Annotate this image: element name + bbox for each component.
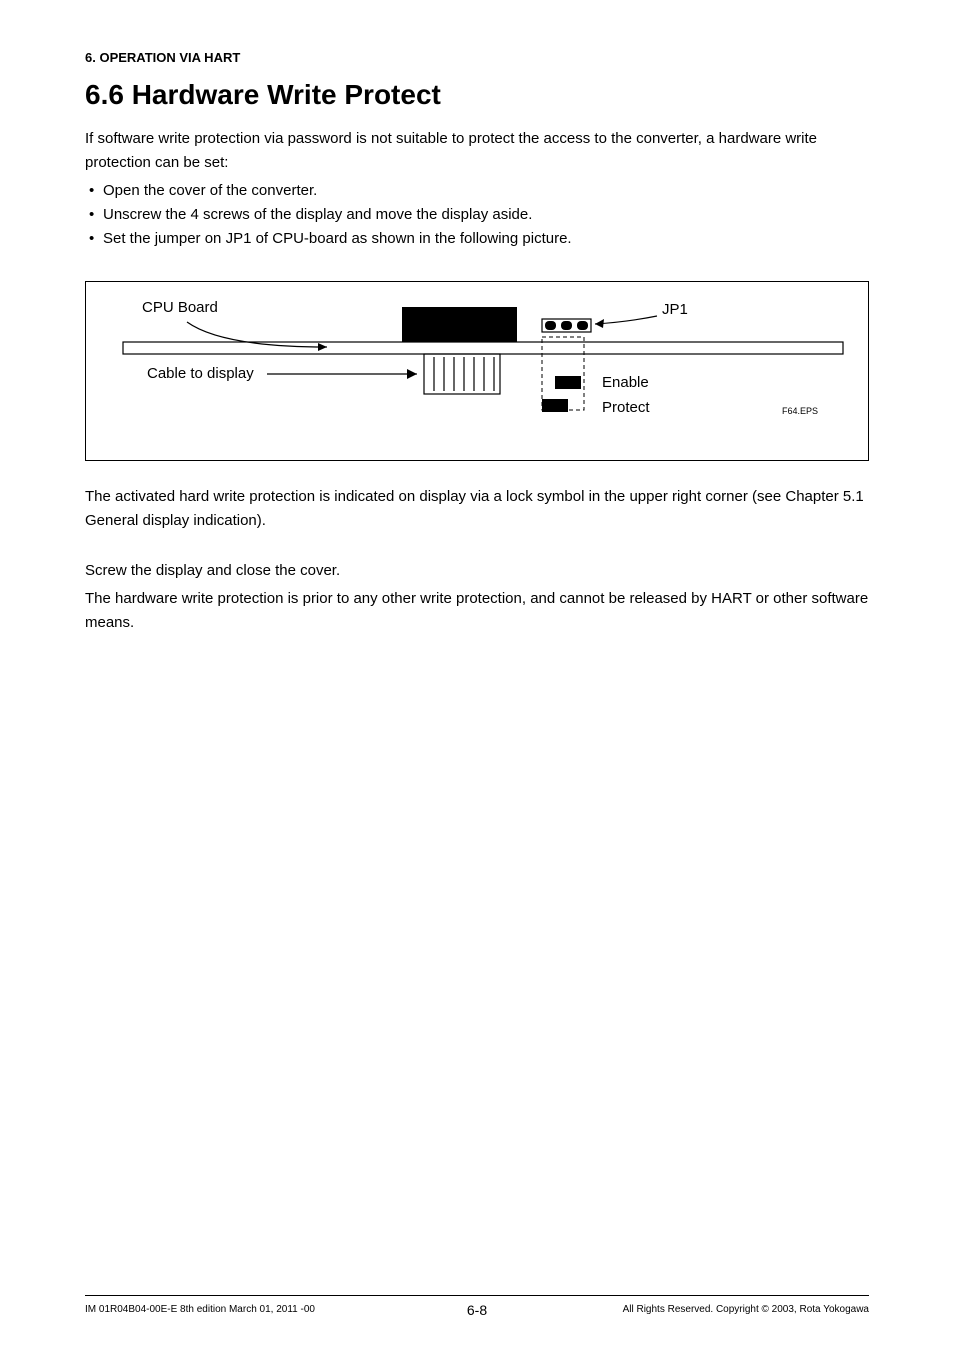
jp1-label: JP1 <box>662 301 688 318</box>
after-paragraph-3: The hardware write protection is prior t… <box>85 587 869 635</box>
page-footer: IM 01R04B04-00E-E 8th edition March 01, … <box>85 1295 869 1315</box>
intro-paragraph: If software write protection via passwor… <box>85 127 869 175</box>
footer-right: All Rights Reserved. Copyright © 2003, R… <box>623 1304 869 1315</box>
figure-code: F64.EPS <box>782 406 818 416</box>
cable-label: Cable to display <box>147 365 254 382</box>
cpu-lead-arrowhead <box>318 343 327 351</box>
diagram-svg: CPU Board JP1 <box>86 282 868 460</box>
board-outline <box>123 342 843 354</box>
enable-label: Enable <box>602 374 649 391</box>
connector-block <box>424 354 500 394</box>
jumper-pins <box>542 319 591 332</box>
cpu-board-diagram: CPU Board JP1 <box>85 281 869 461</box>
cpu-lead-line <box>187 322 327 347</box>
footer-page-number: 6-8 <box>467 1302 487 1318</box>
chip-block <box>402 307 517 342</box>
protect-jumper <box>542 399 568 412</box>
after-paragraph-2: Screw the display and close the cover. <box>85 559 869 583</box>
footer-left: IM 01R04B04-00E-E 8th edition March 01, … <box>85 1304 315 1315</box>
enable-jumper <box>555 376 581 389</box>
cable-arrowhead <box>407 369 417 379</box>
jp1-lead-line <box>595 316 657 324</box>
instruction-list: Open the cover of the converter. Unscrew… <box>85 179 869 251</box>
list-item: Open the cover of the converter. <box>85 179 869 203</box>
after-paragraph-1: The activated hard write protection is i… <box>85 485 869 533</box>
list-item: Set the jumper on JP1 of CPU-board as sh… <box>85 227 869 251</box>
chapter-header: 6. OPERATION VIA HART <box>85 50 869 65</box>
protect-label: Protect <box>602 399 650 416</box>
section-title: 6.6 Hardware Write Protect <box>85 79 869 111</box>
list-item: Unscrew the 4 screws of the display and … <box>85 203 869 227</box>
cpu-board-label: CPU Board <box>142 299 218 316</box>
jp1-lead-arrowhead <box>595 319 604 328</box>
